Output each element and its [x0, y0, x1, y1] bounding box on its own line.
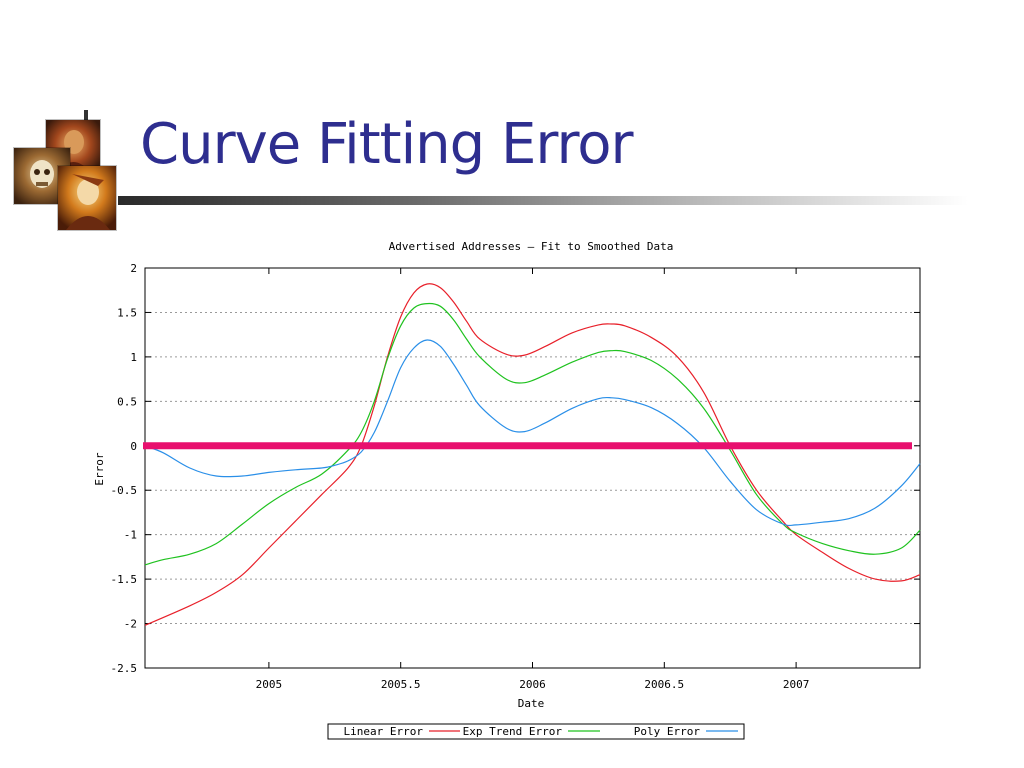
chart-series — [144, 283, 921, 626]
x-tick-label: 2005 — [256, 678, 283, 691]
y-tick-label: -0.5 — [111, 484, 138, 497]
y-tick-label: 0.5 — [117, 395, 137, 408]
y-tick-label: -1.5 — [111, 573, 138, 586]
y-tick-label: -2 — [124, 618, 137, 631]
x-tick-label: 2006.5 — [644, 678, 684, 691]
legend-label: Linear Error — [344, 725, 424, 738]
y-tick-label: -2.5 — [111, 662, 138, 675]
x-tick-label: 2006 — [519, 678, 546, 691]
chart-legend: Linear Error Exp Trend Error Poly Error — [327, 723, 745, 740]
series-line-linear-error — [144, 283, 921, 626]
plot-area-frame — [144, 267, 921, 669]
series-line-poly-error — [144, 339, 921, 527]
decorative-paintings — [14, 120, 118, 232]
x-tick-label: 2005.5 — [381, 678, 421, 691]
chart-title: Advertised Addresses – Fit to Smoothed D… — [389, 240, 674, 253]
chart-grid — [145, 311, 920, 625]
portrait-painting-icon — [58, 166, 116, 230]
x-axis-label: Date — [518, 697, 545, 710]
y-axis-label: Error — [93, 452, 106, 485]
y-tick-label: -1 — [124, 529, 137, 542]
y-tick-label: 1.5 — [117, 306, 137, 319]
y-tick-label: 1 — [130, 351, 137, 364]
slide-title: Curve Fitting Error — [140, 112, 634, 177]
y-tick-label: 0 — [130, 440, 137, 453]
y-tick-label: 2 — [130, 262, 137, 275]
x-tick-label: 2007 — [783, 678, 810, 691]
legend-label: Exp Trend Error — [463, 725, 563, 738]
series-line-exp-trend-error — [144, 302, 921, 566]
legend-label: Poly Error — [634, 725, 701, 738]
title-underline — [118, 196, 968, 205]
legend-box — [327, 723, 745, 740]
chart-ticks: 2 1.5 1 0.5 0 -0.5 -1 -1.5 -2 -2.5 2005 2005.5 2006 2… — [111, 262, 920, 691]
